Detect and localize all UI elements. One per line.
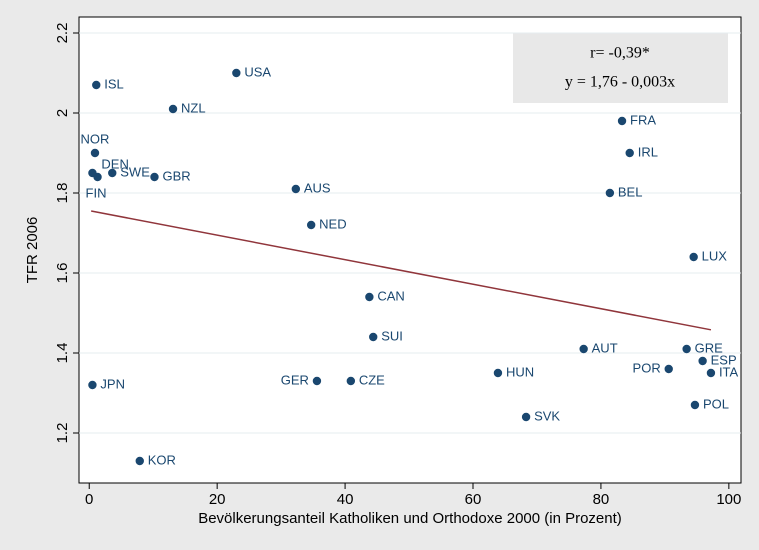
point — [93, 172, 102, 182]
point-label: NZL — [181, 100, 206, 115]
point — [690, 400, 700, 410]
point-label: USA — [244, 64, 271, 79]
point — [346, 376, 356, 386]
point — [92, 80, 101, 90]
y-axis-label: TFR 2006 — [24, 217, 41, 284]
point — [682, 344, 691, 354]
x-tick-label: 80 — [593, 491, 610, 508]
x-axis-label: Bevölkerungsanteil Katholiken und Orthod… — [198, 510, 622, 527]
point — [306, 220, 316, 230]
point-label: JPN — [100, 376, 125, 391]
point-label: KOR — [148, 452, 176, 467]
point-label: ISL — [104, 76, 124, 91]
point-label: SVK — [534, 408, 560, 423]
point — [698, 356, 707, 366]
point-label: GER — [281, 372, 309, 387]
x-tick-label: 0 — [85, 491, 93, 508]
point — [312, 376, 322, 386]
point — [664, 364, 673, 374]
x-tick-label: 100 — [716, 491, 741, 508]
x-tick-label: 20 — [209, 491, 226, 508]
point — [625, 148, 634, 158]
point-label: POR — [633, 360, 661, 375]
point — [369, 332, 378, 342]
point — [135, 456, 144, 466]
point — [579, 344, 588, 354]
point — [365, 292, 374, 302]
point-label: GBR — [162, 168, 190, 183]
point-label: FIN — [86, 185, 107, 200]
point-label: POL — [703, 396, 729, 411]
y-tick-label: 1.6 — [54, 263, 71, 284]
point — [150, 172, 159, 182]
y-tick-label: 1.4 — [54, 343, 71, 364]
point — [689, 252, 698, 262]
y-tick-label: 1.8 — [54, 183, 71, 204]
point — [168, 104, 178, 114]
y-tick-label: 1.2 — [54, 423, 71, 444]
fit-line — [91, 210, 712, 331]
point-label: SUI — [381, 328, 403, 343]
annotation: r= -0,39* — [590, 45, 650, 62]
point-label: NOR — [81, 131, 110, 146]
point-label: AUT — [592, 340, 618, 355]
point — [605, 188, 615, 198]
point-label: ITA — [719, 364, 739, 379]
point — [291, 184, 301, 194]
x-tick-label: 40 — [337, 491, 354, 508]
point — [232, 68, 241, 78]
point-label: CZE — [359, 372, 385, 387]
point-label: LUX — [702, 248, 728, 263]
point-label: FRA — [630, 112, 656, 127]
point — [90, 148, 100, 158]
point-label: NED — [319, 216, 346, 231]
y-tick-label: 2 — [54, 109, 71, 117]
annotation: y = 1,76 - 0,003x — [565, 74, 675, 91]
point — [617, 116, 627, 126]
point — [108, 168, 117, 178]
point-label: IRL — [638, 144, 658, 159]
point — [521, 412, 531, 422]
point-label: ESP — [711, 352, 737, 367]
point-label: BEL — [618, 184, 643, 199]
point-label: AUS — [304, 180, 331, 195]
y-tick-label: 2.2 — [54, 23, 71, 44]
point — [88, 380, 97, 390]
point-label: DEN — [101, 156, 128, 171]
point-label: HUN — [506, 364, 534, 379]
point-label: SWE — [120, 164, 150, 179]
point-label: CAN — [377, 288, 404, 303]
point-label: GRE — [695, 340, 724, 355]
annotation-box — [513, 33, 728, 103]
point — [706, 368, 716, 378]
x-tick-label: 60 — [465, 491, 482, 508]
point — [493, 368, 503, 378]
